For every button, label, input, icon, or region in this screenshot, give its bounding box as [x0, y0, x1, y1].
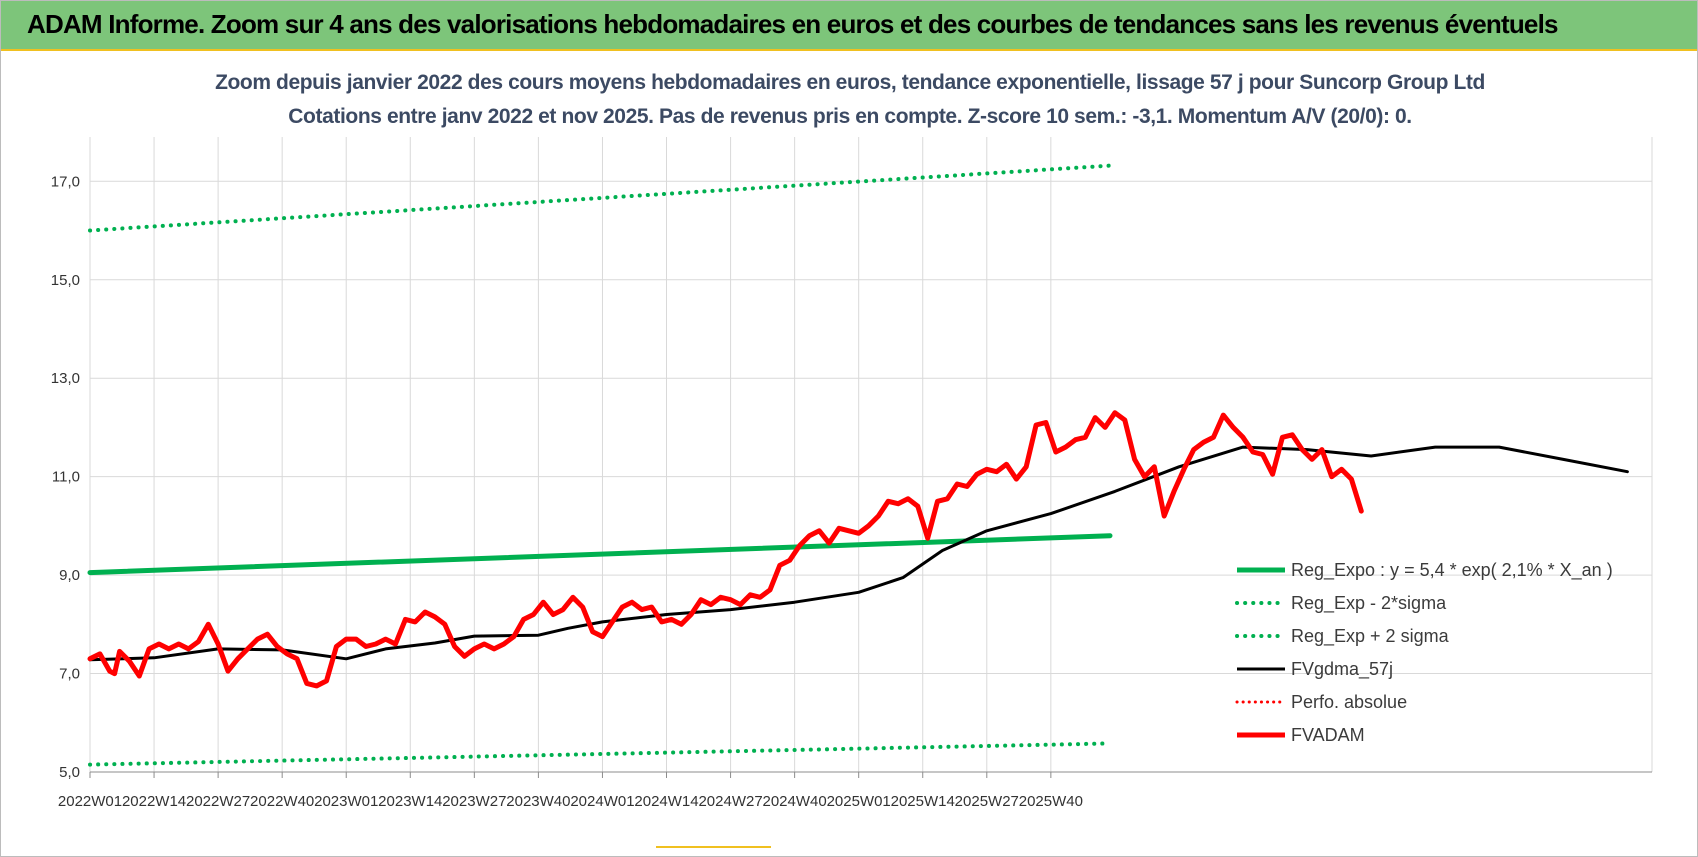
x-tick-label: 2025W14: [891, 793, 955, 810]
edge-mark: [656, 846, 771, 848]
series-line-5: [87, 410, 1364, 689]
x-tick-label: 2022W27: [186, 793, 250, 810]
legend-label: FVgdma_57j: [1291, 659, 1393, 680]
legend-label: Perfo. absolue: [1291, 692, 1407, 712]
series-lines: [87, 163, 1629, 767]
x-tick-label: 2025W40: [1019, 793, 1083, 810]
x-tick-label: 2024W14: [634, 793, 698, 810]
x-tick-label: 2024W27: [698, 793, 762, 810]
x-tick-label: 2023W27: [442, 793, 506, 810]
legend: Reg_Expo : y = 5,4 * exp( 2,1% * X_an ) R…: [1235, 560, 1613, 745]
series-line-3: [88, 445, 1629, 662]
y-tick-label: 11,0: [52, 469, 80, 486]
y-tick-label: 9,0: [59, 567, 80, 584]
x-tick-label: 2025W01: [827, 793, 891, 810]
y-tick-label: 5,0: [59, 764, 80, 781]
x-tick-label: 2022W14: [122, 793, 186, 810]
x-tick-label: 2025W27: [955, 793, 1019, 810]
series-line-2: [88, 163, 1112, 233]
legend-label: Reg_Exp - 2*sigma: [1291, 593, 1447, 614]
series-line-0: [87, 533, 1113, 576]
header-banner: ADAM Informe. Zoom sur 4 ans des valoris…: [1, 1, 1697, 51]
x-tick-label: 2022W01: [58, 793, 122, 810]
legend-label: Reg_Expo : y = 5,4 * exp( 2,1% * X_an ): [1291, 560, 1613, 581]
y-tick-label: 17,0: [51, 173, 80, 190]
x-tick-label: 2024W40: [763, 793, 827, 810]
y-tick-label: 7,0: [59, 666, 80, 683]
x-tick-label: 2024W01: [570, 793, 634, 810]
x-tick-label: 2022W40: [250, 793, 314, 810]
x-tick-label: 2023W14: [378, 793, 442, 810]
x-tick-label: 2023W40: [506, 793, 570, 810]
legend-label: FVADAM: [1291, 725, 1365, 745]
chart-subtitle: Cotations entre janv 2022 et nov 2025. P…: [288, 105, 1412, 128]
series-line-1: [88, 741, 1112, 767]
y-tick-label: 13,0: [51, 370, 80, 387]
x-tick-label: 2023W01: [314, 793, 378, 810]
y-tick-label: 15,0: [51, 272, 80, 289]
legend-label: Reg_Exp + 2 sigma: [1291, 626, 1450, 647]
grid: [89, 137, 1653, 773]
banner-title: ADAM Informe. Zoom sur 4 ans des valoris…: [27, 9, 1558, 39]
chart-title: Zoom depuis janvier 2022 des cours moyen…: [215, 71, 1485, 94]
edge-mark: [1, 49, 13, 51]
